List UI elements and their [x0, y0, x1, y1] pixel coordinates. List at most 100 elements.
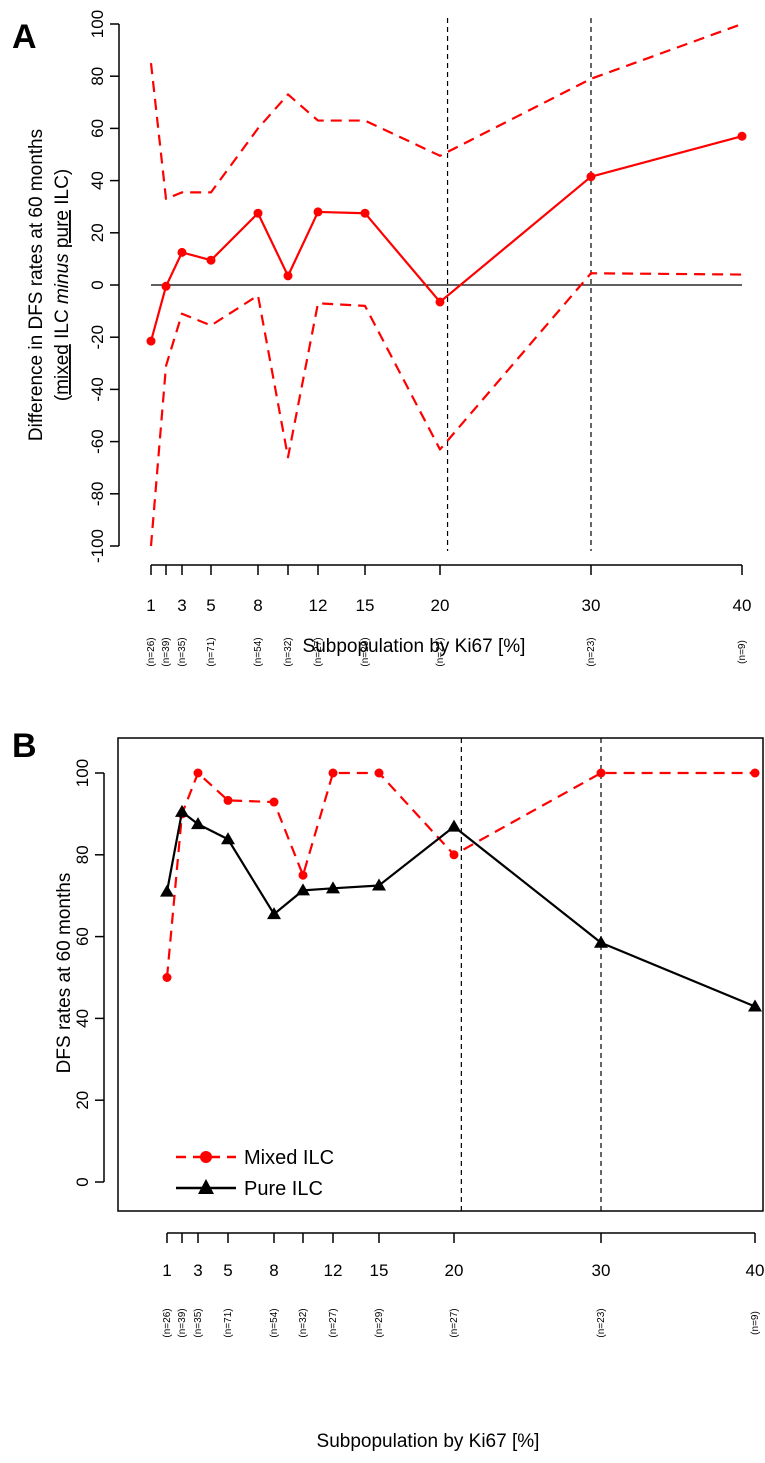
legend-pure-marker: [198, 1179, 214, 1194]
panel-b-y-axis: 0 20 40 60 80 100: [73, 759, 105, 1187]
panel-a-n-label: (n=27): [313, 637, 324, 666]
panel-a-x-tick-label: 30: [582, 596, 601, 615]
panel-a-x-axis: (n=26) (n=39) (n=35) (n=71) (n=54) (n=32) (n=2…: [146, 564, 752, 667]
panel-b-x-tick-label: 20: [445, 1261, 464, 1280]
panel-b-n-label: (n=32): [298, 1308, 309, 1337]
panel-a-plot-area: [146, 18, 747, 551]
panel-b-n-label: (n=27): [449, 1308, 460, 1337]
panel-b-pure-ilc-point: [372, 878, 386, 891]
panel-a-n-label: (n=35): [177, 637, 188, 666]
panel-a-y-tick-label: 80: [88, 67, 107, 86]
panel-a-difference-point: [283, 271, 293, 281]
panel-b-mixed-ilc-point: [374, 768, 384, 778]
panel-a-n-label: (n=26): [146, 637, 157, 666]
panel-b-pure-ilc-point: [748, 999, 762, 1012]
panel-b-mixed-ilc-point: [162, 973, 172, 982]
panel-b-x-axis: (n=26) (n=39) (n=35) (n=71) (n=54) (n=32) (n=2…: [162, 1232, 765, 1338]
panel-b-n-label: (n=71): [223, 1308, 234, 1337]
panel-a-x-tick-label: 3: [177, 596, 186, 615]
panel-a-y-tick-label: -20: [88, 325, 107, 350]
panel-a-difference-point: [177, 247, 187, 257]
panel-b-mixed-ilc-point: [596, 768, 606, 778]
panel-a-x-tick-label: 15: [356, 596, 375, 615]
panel-a-difference-point: [586, 172, 596, 182]
panel-a-n-label: (n=32): [283, 637, 294, 666]
panel-a-difference-point: [161, 281, 171, 291]
panel-b-letter: B: [12, 727, 37, 765]
panel-a-difference-point: [435, 297, 445, 307]
panel-b-n-label: (n=26): [162, 1308, 173, 1337]
panel-a-ci-lower-line: [149, 272, 743, 547]
panel-a-n-label: (n=23): [586, 637, 597, 666]
panel-a-difference-point: [737, 131, 747, 141]
panel-b-y-axis-title: DFS rates at 60 months: [54, 873, 75, 1074]
panel-a-y-tick-label: 40: [88, 171, 107, 190]
panel-a-y-tick-label: -40: [88, 377, 107, 402]
panel-b-pure-ilc-point: [447, 819, 461, 832]
panel-b-y-tick-label: 60: [73, 927, 92, 946]
panel-b-mixed-ilc-point: [449, 850, 459, 860]
panel-a-n-label: (n=27): [435, 637, 446, 666]
panel-a-y-axis-title-line2: (mixed ILC minus pure ILC): [52, 169, 73, 401]
panel-a-y-tick-label: 100: [88, 10, 107, 38]
panel-b-mixed-ilc-point: [269, 797, 279, 807]
panel-b-x-tick-label: 15: [370, 1261, 389, 1280]
panel-b-pure-ilc-point: [594, 935, 608, 948]
panel-b-mixed-ilc-point: [328, 768, 338, 778]
panel-a-difference-line: [149, 135, 743, 342]
panel-a-difference-point: [360, 208, 370, 218]
panel-b-mixed-ilc-point: [750, 768, 760, 778]
panel-a-n-label: (n=9): [737, 640, 748, 664]
panel-a-x-tick-label: 40: [733, 596, 752, 615]
panel-a-letter: A: [12, 18, 37, 56]
legend-pure-label: Pure ILC: [244, 1178, 323, 1200]
panel-b-plot-frame: [117, 737, 764, 1212]
panel-b-y-tick-label: 0: [73, 1177, 92, 1186]
panel-b-mixed-ilc-line: [165, 771, 755, 978]
panel-a-ci-upper-line: [149, 22, 743, 200]
panel-b-pure-ilc-point: [267, 907, 281, 920]
panel-b-pure-ilc-point: [221, 832, 235, 845]
panel-a-y-tick-label: -80: [88, 482, 107, 507]
panel-b-x-tick-label: 12: [324, 1261, 343, 1280]
panel-b-mixed-ilc-point: [193, 768, 203, 778]
panel-b-x-tick-label: 40: [746, 1261, 765, 1280]
panel-b-plot-area: [160, 738, 762, 1211]
panel-a-difference-point: [206, 255, 216, 265]
panel-b-pure-ilc-point: [326, 881, 340, 894]
panel-b-pure-ilc-point: [175, 804, 189, 817]
panel-a-x-tick-label: 12: [309, 596, 328, 615]
panel-b-n-label: (n=23): [596, 1308, 607, 1337]
panel-a-n-label: (n=39): [161, 637, 172, 666]
panel-b-mixed-ilc-point: [298, 870, 308, 880]
panel-b-y-tick-label: 40: [73, 1009, 92, 1028]
panel-a-y-tick-label: -100: [88, 529, 107, 563]
panel-b-pure-ilc-point: [296, 883, 310, 896]
panel-a-difference-point: [253, 208, 263, 218]
panel-b-x-tick-label: 1: [162, 1261, 171, 1280]
panel-b-n-label: (n=39): [177, 1308, 188, 1337]
panel-a-difference-point: [313, 207, 323, 217]
panel-a-y-tick-label: 0: [88, 280, 107, 289]
panel-a-y-axis-title-line1: Difference in DFS rates at 60 months: [26, 129, 47, 441]
panel-b-x-tick-label: 8: [269, 1261, 278, 1280]
panel-a-x-tick-label: 1: [146, 596, 155, 615]
panel-b-n-label: (n=9): [750, 1311, 761, 1335]
panel-b-legend: Mixed ILC Pure ILC: [176, 1147, 334, 1200]
legend-mixed-label: Mixed ILC: [244, 1147, 334, 1169]
panel-b-y-tick-label: 80: [73, 845, 92, 864]
panel-b-n-label: (n=29): [374, 1308, 385, 1337]
legend-mixed-marker: [200, 1151, 212, 1163]
panel-b-pure-ilc-point: [191, 817, 205, 830]
panel-b-n-label: (n=54): [269, 1308, 280, 1337]
panel-b-y-tick-label: 20: [73, 1091, 92, 1110]
panel-b-x-tick-label: 30: [592, 1261, 611, 1280]
panel-a-x-tick-label: 20: [431, 596, 450, 615]
panel-b-x-tick-label: 3: [193, 1261, 202, 1280]
panel-a-x-axis-title: Subpopulation by Ki67 [%]: [303, 636, 526, 657]
panel-a-n-label: (n=71): [206, 637, 217, 666]
panel-a-n-label: (n=54): [253, 637, 264, 666]
panel-b-x-tick-label: 5: [223, 1261, 232, 1280]
panel-a-x-tick-label: 5: [206, 596, 215, 615]
panel-a-y-tick-label: 60: [88, 119, 107, 138]
